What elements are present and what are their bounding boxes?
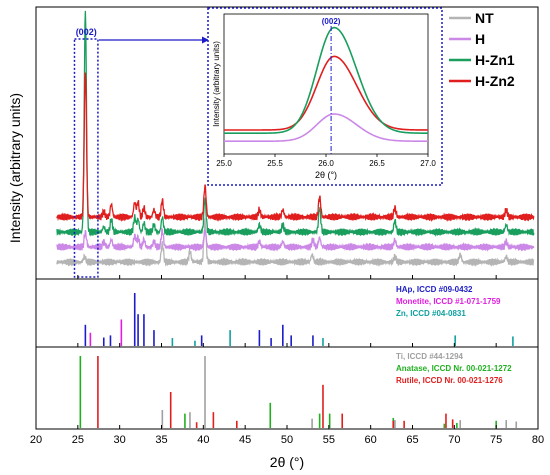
ref1-legend-entry-0: HAp, ICCD #09-0432 — [396, 285, 473, 294]
x-tick-label: 25 — [72, 434, 84, 446]
legend-label-nt: NT — [475, 10, 494, 26]
x-axis-label: 2θ (°) — [270, 454, 304, 470]
legend-label-h-zn1: H-Zn1 — [475, 52, 515, 68]
inset-series-h — [224, 113, 429, 142]
x-tick-label: 30 — [114, 434, 126, 446]
x-tick-label: 75 — [490, 434, 502, 446]
series-line-h-zn1 — [56, 10, 535, 237]
ref1-legend-entry-1: Monetite, ICCD #1-071-1759 — [396, 297, 501, 306]
x-tick-label: 80 — [532, 434, 544, 446]
y-axis-label: Intensity (arbitrary units) — [7, 93, 23, 243]
inset-frame — [207, 7, 443, 186]
reference-panel-2-legend: Ti, ICCD #44-1294 Anatase, ICCD Nr. 00-02… — [396, 352, 512, 385]
ref2-legend-entry-1: Anatase, ICCD Nr. 00-021-1272 — [396, 364, 512, 373]
inset-series-h-zn1 — [224, 26, 428, 134]
x-tick-label: 65 — [406, 434, 418, 446]
legend-label-h-zn2: H-Zn2 — [475, 73, 515, 89]
x-tick-label: 70 — [448, 434, 460, 446]
x-tick-label: 50 — [281, 434, 293, 446]
main-legend: NT H H-Zn1 H-Zn2 — [449, 10, 515, 89]
peak-highlight-box — [73, 38, 99, 278]
series-line-nt — [56, 218, 535, 268]
x-tick-label: 35 — [155, 434, 167, 446]
ref2-legend-entry-0: Ti, ICCD #44-1294 — [396, 352, 464, 361]
inset-y-axis-label: Intensity (arbitrary units) — [212, 41, 221, 127]
inset-marker-label: (002) — [322, 17, 341, 26]
reference-panel-1-legend: HAp, ICCD #09-0432 Monetite, ICCD #1-071-… — [396, 285, 501, 318]
inset-tick-label: 25.5 — [267, 159, 283, 168]
main-series-group — [56, 10, 535, 268]
inset-tick-label: 27.0 — [420, 159, 436, 168]
reference-panel-2-lines — [79, 356, 518, 428]
x-tick-label: 20 — [30, 434, 42, 446]
inset-tick-label: 26.0 — [318, 159, 334, 168]
inset-x-axis-label: 2θ (°) — [315, 170, 337, 180]
x-tick-label: 60 — [365, 434, 377, 446]
x-tick-label: 45 — [239, 434, 251, 446]
inset-tick-label: 26.5 — [369, 159, 385, 168]
reference-panel-1-lines — [84, 293, 514, 346]
inset-series-group — [224, 26, 429, 142]
x-tick-label: 55 — [323, 434, 335, 446]
x-tick-label: 40 — [197, 434, 209, 446]
peak-highlight-label: (002) — [76, 27, 97, 37]
inset-series-h-zn2 — [224, 55, 428, 131]
highlight-arrow-head — [202, 36, 209, 44]
series-line-h-zn2 — [56, 72, 535, 223]
inset-x-ticks: 25.0 25.5 26.0 26.5 27.0 — [216, 154, 436, 168]
inset-tick-label: 25.0 — [216, 159, 232, 168]
ref1-legend-entry-2: Zn, ICCD #04-0831 — [396, 309, 466, 318]
series-line-h — [56, 227, 535, 252]
x-axis-ticks: 20 25 30 35 40 45 50 55 60 65 70 75 80 — [30, 275, 544, 446]
legend-label-h: H — [475, 31, 485, 47]
ref2-legend-entry-2: Rutile, ICCD Nr. 00-021-1276 — [396, 376, 503, 385]
